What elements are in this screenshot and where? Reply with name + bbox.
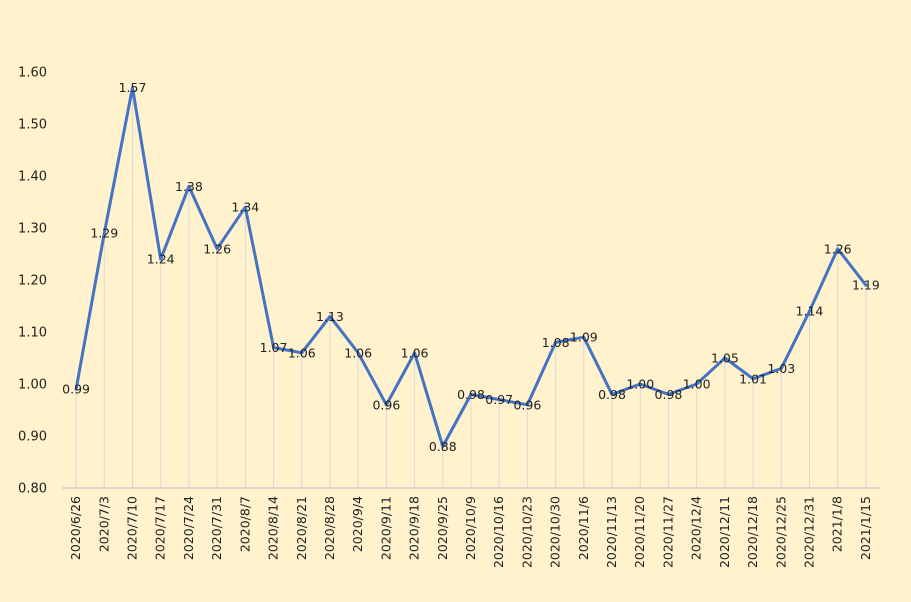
x-tick-label: 2020/7/10 bbox=[125, 496, 140, 560]
data-label: 0.99 bbox=[62, 382, 90, 397]
data-label: 1.24 bbox=[147, 252, 175, 267]
y-tick-label: 1.50 bbox=[18, 118, 47, 133]
x-tick-label: 2020/8/21 bbox=[294, 496, 309, 560]
data-label: 0.98 bbox=[457, 387, 485, 402]
x-tick-label: 2020/7/3 bbox=[96, 496, 111, 552]
x-tick-label: 2020/11/20 bbox=[632, 496, 647, 568]
data-label: 0.96 bbox=[372, 397, 400, 412]
y-tick-label: 1.00 bbox=[18, 378, 47, 393]
y-tick-label: 1.10 bbox=[18, 326, 47, 341]
x-tick-label: 2020/9/11 bbox=[378, 496, 393, 560]
x-tick-label: 2020/8/7 bbox=[237, 496, 252, 552]
x-tick-label: 2020/10/23 bbox=[519, 496, 534, 568]
x-tick-label: 2020/12/18 bbox=[745, 496, 760, 568]
x-tick-label: 2020/12/11 bbox=[717, 496, 732, 568]
data-label: 0.98 bbox=[655, 387, 683, 402]
x-tick-label: 2020/9/4 bbox=[350, 496, 365, 552]
data-label: 1.26 bbox=[203, 241, 231, 256]
data-label: 0.88 bbox=[429, 439, 457, 454]
x-tick-label: 2020/11/6 bbox=[576, 496, 591, 560]
x-tick-label: 2020/9/25 bbox=[435, 496, 450, 560]
drop-lines bbox=[75, 87, 867, 488]
data-label: 1.38 bbox=[175, 179, 203, 194]
x-tick-label: 2021/1/15 bbox=[858, 496, 873, 560]
x-axis: 2020/6/26 2020/7/3 2020/7/10 2020/7/17 2020/… bbox=[68, 496, 873, 568]
data-label: 1.57 bbox=[119, 80, 147, 95]
x-tick-label: 2020/8/28 bbox=[322, 496, 337, 560]
y-tick-label: 1.40 bbox=[18, 170, 47, 185]
x-tick-label: 2020/6/26 bbox=[68, 496, 83, 560]
data-label: 1.13 bbox=[316, 309, 344, 324]
x-tick-label: 2020/11/27 bbox=[660, 496, 675, 568]
data-label: 1.00 bbox=[626, 377, 654, 392]
x-tick-label: 2020/7/17 bbox=[153, 496, 168, 560]
data-label: 1.29 bbox=[90, 226, 118, 241]
data-label: 0.98 bbox=[598, 387, 626, 402]
data-label: 1.08 bbox=[542, 335, 570, 350]
data-label: 1.06 bbox=[344, 345, 372, 360]
y-tick-label: 0.80 bbox=[18, 482, 47, 497]
data-label: 1.19 bbox=[852, 278, 880, 293]
data-label: 1.14 bbox=[796, 304, 824, 319]
data-label: 1.07 bbox=[260, 340, 288, 355]
x-tick-label: 2020/10/30 bbox=[548, 496, 563, 568]
series-line bbox=[74, 86, 868, 448]
x-tick-label: 2020/12/25 bbox=[773, 496, 788, 568]
x-tick-label: 2020/8/14 bbox=[266, 496, 281, 560]
y-axis: 0.80 0.90 1.00 1.10 1.20 1.30 1.40 1.50 1.60 bbox=[18, 66, 47, 497]
data-label: 1.06 bbox=[401, 345, 429, 360]
y-tick-label: 0.90 bbox=[18, 430, 47, 445]
x-tick-label: 2020/10/9 bbox=[463, 496, 478, 560]
x-tick-label: 2020/10/16 bbox=[491, 496, 506, 568]
data-label: 0.96 bbox=[513, 397, 541, 412]
data-label: 1.03 bbox=[767, 361, 795, 376]
y-tick-label: 1.20 bbox=[18, 274, 47, 289]
x-tick-label: 2020/9/18 bbox=[407, 496, 422, 560]
x-tick-label: 2020/12/31 bbox=[801, 496, 816, 568]
data-label: 1.01 bbox=[739, 371, 767, 386]
data-label: 1.06 bbox=[288, 345, 316, 360]
x-tick-label: 2021/1/8 bbox=[830, 496, 845, 552]
data-labels: 0.991.291.571.241.381.261.341.07 1.061.13… bbox=[62, 80, 880, 454]
x-tick-label: 2020/7/24 bbox=[181, 496, 196, 560]
data-label: 1.09 bbox=[570, 330, 598, 345]
x-tick-label: 2020/11/13 bbox=[604, 496, 619, 568]
x-tick-label: 2020/12/4 bbox=[689, 496, 704, 560]
y-tick-label: 1.60 bbox=[18, 66, 47, 81]
data-label: 1.00 bbox=[683, 377, 711, 392]
data-label: 1.05 bbox=[711, 351, 739, 366]
data-label: 0.97 bbox=[485, 392, 513, 407]
data-label: 1.26 bbox=[824, 241, 852, 256]
x-tick-label: 2020/7/31 bbox=[209, 496, 224, 560]
data-label: 1.34 bbox=[231, 200, 259, 215]
y-tick-label: 1.30 bbox=[18, 222, 47, 237]
